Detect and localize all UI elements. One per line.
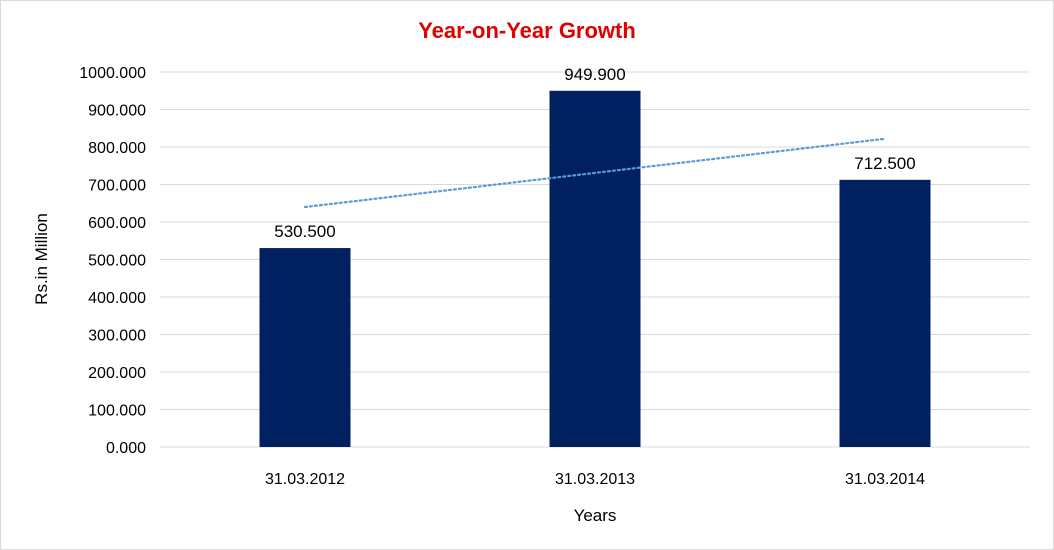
data-labels: 530.500 949.900 712.500 [274, 65, 915, 241]
data-label: 712.500 [854, 154, 915, 173]
y-tick-label: 300.000 [88, 328, 146, 345]
data-label: 530.500 [274, 222, 335, 241]
y-tick-label: 1000.000 [79, 65, 146, 82]
trendline-line [303, 137, 887, 209]
x-tick-label: 31.03.2013 [555, 471, 635, 488]
y-tick-label: 500.000 [88, 253, 146, 270]
y-tick-label: 200.000 [88, 365, 146, 382]
y-tick-label: 700.000 [88, 178, 146, 195]
y-tick-label: 900.000 [88, 103, 146, 120]
x-axis-title: Years [574, 506, 617, 525]
y-tick-label: 0.000 [106, 440, 146, 457]
y-tick-label: 400.000 [88, 290, 146, 307]
y-tick-label: 100.000 [88, 403, 146, 420]
bar [549, 90, 641, 447]
x-tick-label: 31.03.2014 [845, 471, 925, 488]
bar [839, 179, 931, 447]
y-axis-title: Rs.in Million [32, 213, 51, 305]
data-label: 949.900 [564, 65, 625, 84]
bar [259, 248, 351, 447]
y-tick-label: 800.000 [88, 140, 146, 157]
y-axis-ticks: 0.000 100.000 200.000 300.000 400.000 500.000… [79, 65, 146, 457]
x-tick-label: 31.03.2012 [265, 471, 345, 488]
trendline [303, 137, 887, 209]
x-axis-ticks: 31.03.2012 31.03.2013 31.03.2014 [265, 471, 925, 488]
y-tick-label: 600.000 [88, 215, 146, 232]
chart-title: Year-on-Year Growth [418, 18, 636, 43]
bars [259, 90, 931, 447]
